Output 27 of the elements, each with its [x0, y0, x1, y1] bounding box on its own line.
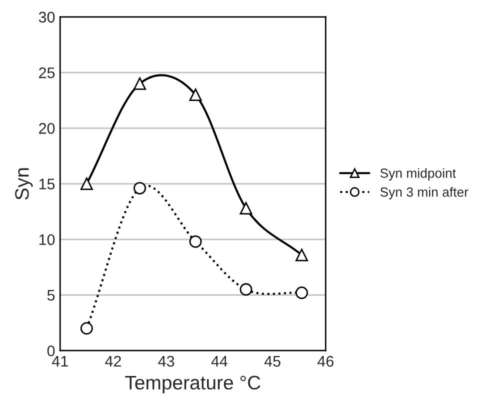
x-tick-label: 46: [318, 356, 334, 367]
point: [80, 178, 93, 190]
point: [134, 77, 146, 90]
y-tick-label: 15: [39, 178, 55, 190]
point: [240, 283, 252, 296]
point: [296, 286, 308, 300]
point: [240, 202, 252, 214]
x-tick-label: 42: [105, 356, 121, 367]
y-tick-label: 30: [38, 12, 55, 23]
point: [80, 322, 93, 335]
y-tick-label: 0: [47, 345, 55, 356]
point: [189, 88, 202, 102]
point: [296, 248, 308, 262]
x-tick-label: 43: [158, 356, 174, 367]
point: [134, 182, 146, 194]
y-tick-label: 5: [47, 290, 55, 301]
x-tick-label: 45: [264, 356, 280, 367]
y-tick-label: 10: [39, 234, 55, 246]
point: [189, 235, 202, 248]
x-axis-title: Temperature °C: [125, 376, 260, 394]
y-tick-label: 20: [39, 123, 55, 134]
x-tick-label: 41: [52, 356, 68, 367]
y-axis-title: Syn: [15, 168, 33, 200]
y-tick-label: 25: [39, 67, 55, 78]
legend-label: Syn 3 min after: [380, 187, 468, 200]
x-tick-label: 44: [211, 356, 228, 367]
legend-label: Syn midpoint: [380, 168, 456, 180]
